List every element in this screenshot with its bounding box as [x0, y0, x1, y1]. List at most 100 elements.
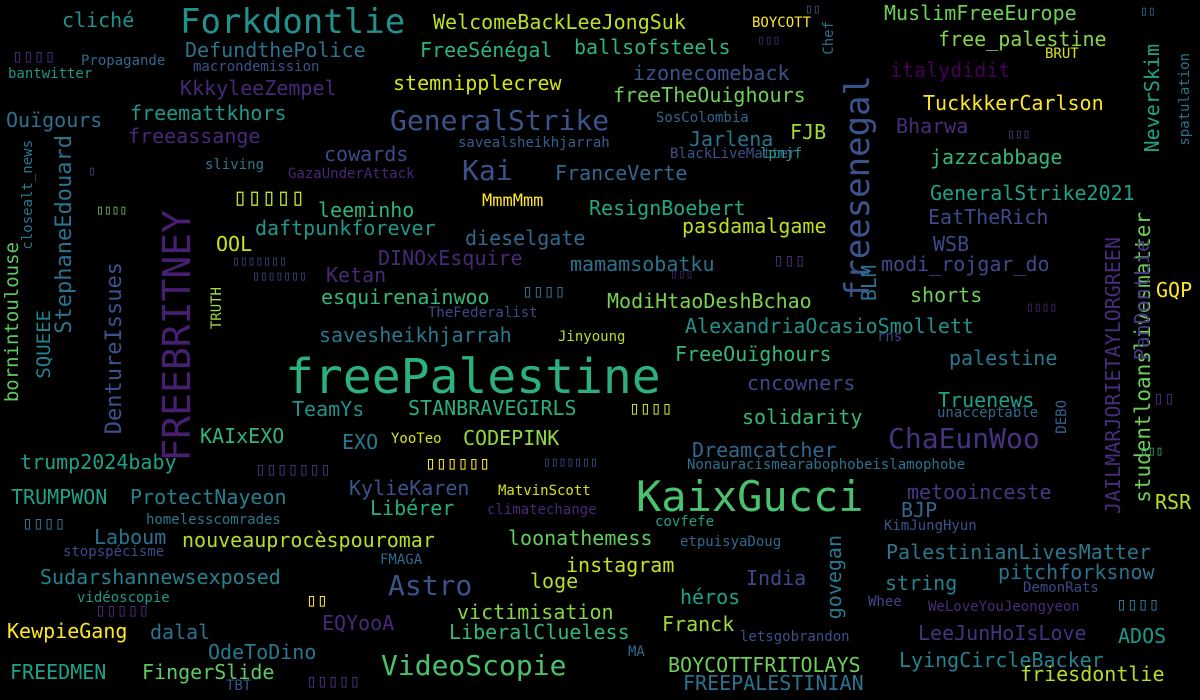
cloud-word: TBT [226, 678, 252, 694]
cloud-word: KimJungHyun [884, 518, 977, 534]
cloud-word: BlackLiveMatter [670, 146, 797, 162]
cloud-word: victimisation [457, 600, 614, 624]
cloud-word: Laboum [94, 525, 167, 549]
cloud-word: SosColombia [656, 110, 749, 126]
cloud-word: Ouïgours [6, 108, 103, 132]
cloud-word-glyph-boxes: ▯▯ [1153, 388, 1175, 409]
cloud-word: TheFederalist [428, 305, 538, 321]
cloud-word: savealsheikhjarrah [458, 135, 610, 151]
cloud-word: héros [680, 585, 741, 609]
cloud-word: NeverSkim [1140, 44, 1164, 153]
cloud-word-glyph-boxes: ▯▯▯▯▯▯ [425, 453, 491, 474]
cloud-word: italydidit [890, 58, 1011, 82]
cloud-word-glyph-boxes: ▯▯▯ [1007, 127, 1031, 142]
cloud-word: FJB [790, 120, 827, 144]
cloud-word: FreeOuïghours [675, 342, 832, 366]
cloud-word: mamamsobatku [570, 252, 715, 276]
cloud-word: Whee [868, 594, 902, 610]
cloud-word: cliché [62, 8, 135, 32]
cloud-word: stemnipplecrew [393, 71, 562, 95]
cloud-word-glyph-boxes: ▯▯▯▯▯ [233, 183, 306, 211]
cloud-word: GeneralStrike [390, 104, 610, 137]
cloud-word-glyph-boxes: ▯▯▯ [1140, 444, 1164, 459]
cloud-word: string [885, 571, 958, 595]
cloud-word-glyph-boxes: ▯▯▯▯ [629, 398, 673, 419]
cloud-word: unacceptable [937, 405, 1039, 421]
cloud-word: EatTheRich [928, 205, 1049, 229]
cloud-word-glyph-boxes: ▯▯▯▯▯ [95, 600, 150, 621]
cloud-word: WSB [933, 232, 970, 256]
cloud-word: leeminho [318, 198, 415, 222]
cloud-word: FMAGA [380, 552, 423, 568]
cloud-word: FREEPALESTINIAN [683, 671, 864, 695]
cloud-word: KewpieGang [7, 619, 128, 643]
cloud-word: DINOxEsquire [378, 246, 523, 270]
cloud-word-glyph-boxes: ▯▯▯▯▯▯▯ [255, 459, 331, 480]
cloud-word-glyph-boxes: ▯▯▯▯▯▯▯ [232, 254, 287, 269]
cloud-word: Nonauracismearabophobeislamophobe [687, 457, 966, 473]
cloud-word: DEBO [1054, 400, 1070, 434]
cloud-word: covfefe [655, 514, 715, 530]
cloud-word: nouveauprocèspouromar [182, 528, 435, 552]
cloud-word: JAILMARJORIETAYLORGREEN [1101, 237, 1125, 514]
cloud-word: DentureIssues [102, 262, 127, 435]
cloud-word: trump2024baby [20, 450, 177, 474]
cloud-word: closealt_news [20, 140, 36, 250]
cloud-word: vidéoscopie [77, 590, 170, 606]
cloud-word: freeTheOuighours [613, 83, 806, 107]
cloud-word: BOYCOTT [752, 15, 812, 31]
cloud-word: sliving [205, 157, 265, 173]
cloud-word: Jinyoung [558, 329, 626, 345]
cloud-word: Astro [388, 569, 473, 602]
cloud-word: friesdontlie [1020, 662, 1165, 686]
cloud-word: YooTeo [391, 431, 442, 447]
cloud-word: etpuisyaDoug [680, 534, 782, 550]
cloud-word: govegan [822, 535, 846, 620]
cloud-word: Libérer [370, 496, 455, 520]
cloud-word: homelesscomrades [146, 512, 281, 528]
cloud-word-glyph-boxes: ▯▯▯▯▯▯▯ [543, 455, 598, 470]
cloud-word-glyph-boxes: ▯▯▯▯ [1116, 594, 1160, 615]
cloud-word: ModiHtaoDeshBchao [607, 289, 812, 313]
cloud-word: savesheikhjarrah [319, 323, 512, 347]
cloud-word: RSR [1155, 490, 1192, 514]
cloud-word: modi_rojgar_do [881, 252, 1050, 276]
cloud-word: DefundthePolice [185, 38, 366, 62]
cloud-word: lpnjf [760, 146, 803, 162]
cloud-word: LyingCircleBacker [899, 648, 1104, 672]
cloud-word: FingerSlide [142, 660, 275, 684]
cloud-word: LeeJunHoIsLove [918, 621, 1087, 645]
cloud-word: TRUMPWON [11, 485, 108, 509]
cloud-word: FreeSénégal [420, 38, 553, 62]
cloud-word: GQP [1156, 278, 1193, 302]
cloud-word: pitchforksnow [998, 560, 1155, 584]
cloud-word: Sudarshannewsexposed [40, 565, 281, 589]
cloud-word: jazzcabbage [930, 145, 1063, 169]
cloud-word: bantwitter [8, 66, 93, 82]
cloud-word-glyph-boxes: ▯ [88, 164, 96, 179]
cloud-word: BRUT [1045, 46, 1079, 62]
cloud-word: ballsofsteels [574, 35, 731, 59]
cloud-word: STANBRAVEGIRLS [408, 396, 577, 420]
cloud-word: shorts [910, 283, 983, 307]
cloud-word: KylieKaren [349, 476, 470, 500]
cloud-word: dieselgate [465, 226, 586, 250]
cloud-word-glyph-boxes: ▯▯▯ [757, 33, 781, 48]
cloud-word: Truenews [938, 388, 1035, 412]
cloud-word: VideoScopie [381, 649, 567, 682]
cloud-word: palestine [949, 346, 1058, 370]
cloud-word: LiberalClueless [449, 620, 630, 644]
cloud-word: Chef [821, 21, 837, 55]
cloud-word-glyph-boxes: ▯▯▯▯ [12, 46, 56, 67]
cloud-word: BLM [857, 265, 881, 302]
cloud-word: stopspécisme [63, 544, 165, 560]
cloud-word: MmmMmm [482, 191, 544, 211]
cloud-word: instagram [566, 553, 675, 577]
cloud-word: Dreamcatcher [692, 438, 837, 462]
cloud-word-glyph-boxes: ▯▯ [805, 2, 821, 17]
cloud-word-glyph-boxes: ▯▯▯ [670, 267, 694, 282]
cloud-word: OOL [216, 232, 253, 256]
cloud-word: AlexandriaOcasioSmollett [685, 314, 974, 338]
cloud-word: ProtectNayeon [130, 485, 287, 509]
